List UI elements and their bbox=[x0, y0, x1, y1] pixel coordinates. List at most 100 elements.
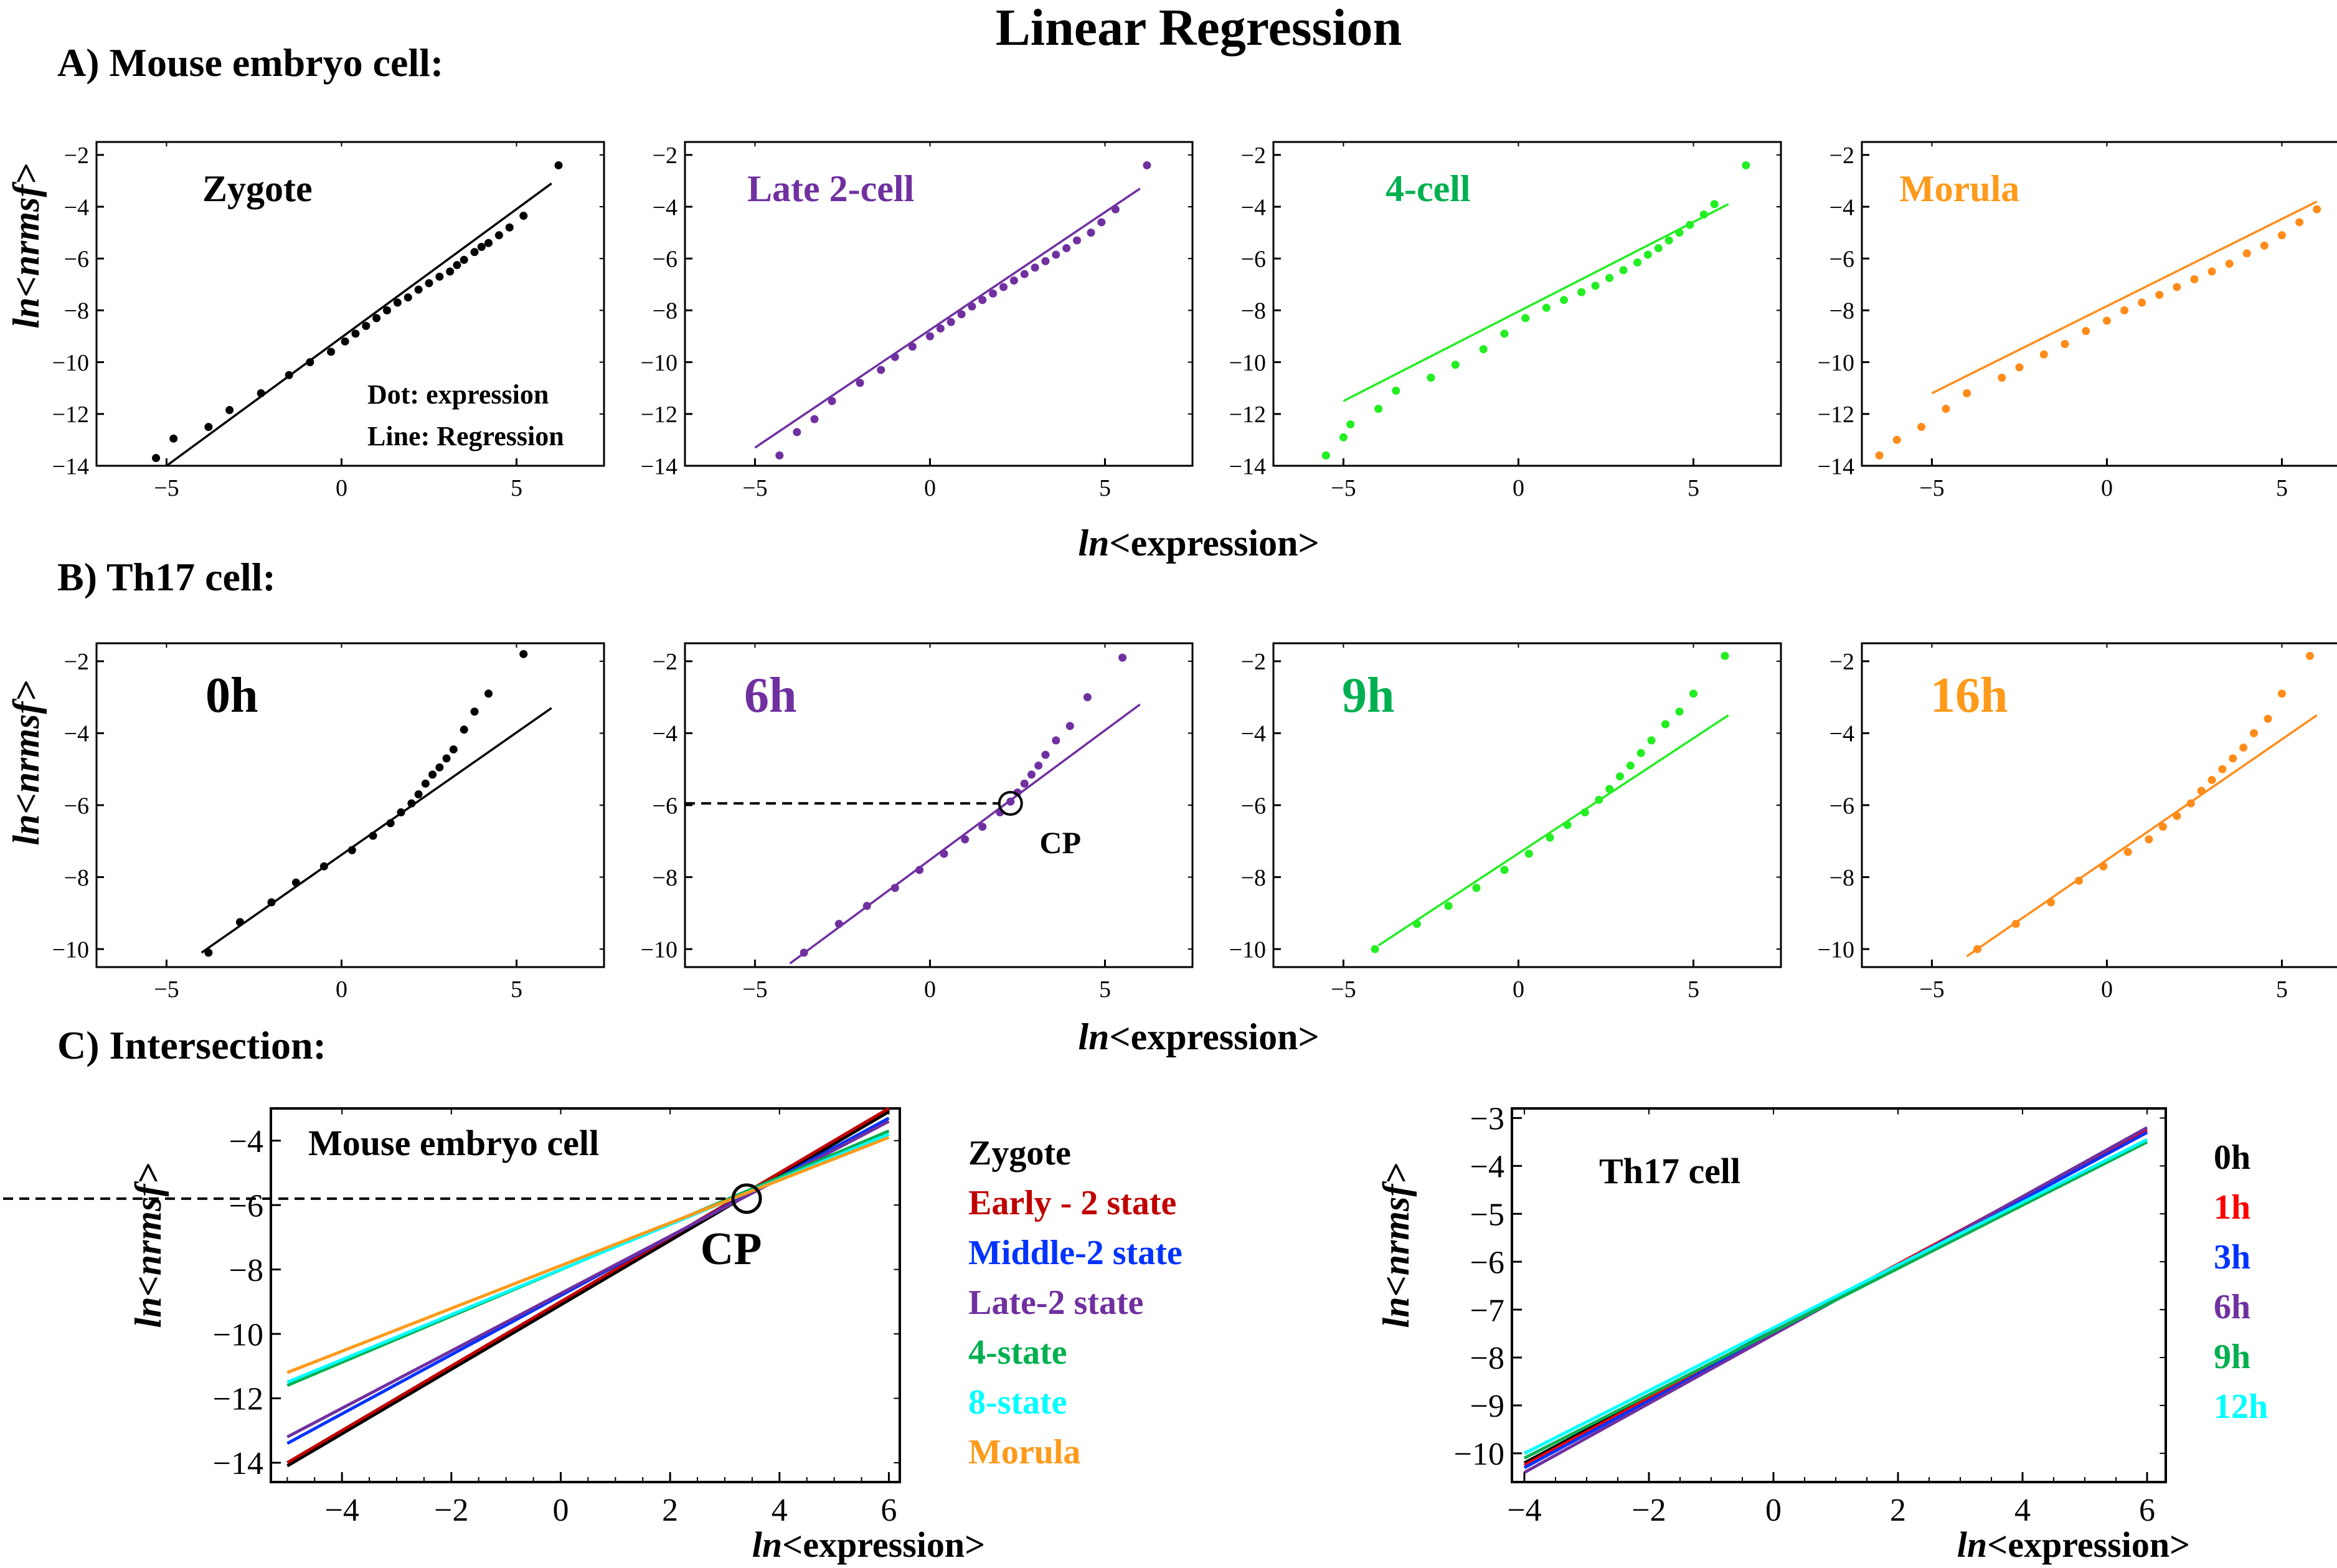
data-point bbox=[1619, 266, 1628, 275]
section-b-heading: B) Th17 cell: bbox=[57, 555, 276, 599]
data-point bbox=[386, 819, 395, 828]
data-point bbox=[435, 272, 444, 281]
figure-title: Linear Regression bbox=[996, 0, 1402, 57]
data-point bbox=[1560, 296, 1569, 305]
x-tick-label: −5 bbox=[154, 475, 179, 501]
legend-entry: Zygote bbox=[968, 1134, 1071, 1173]
data-point bbox=[267, 898, 276, 907]
y-tick-label: −6 bbox=[1470, 1245, 1504, 1280]
data-point bbox=[1699, 210, 1708, 219]
legend-entry: 0h bbox=[2214, 1138, 2250, 1177]
data-point bbox=[1661, 720, 1670, 729]
y-tick-label: −8 bbox=[1829, 298, 1854, 324]
data-point bbox=[877, 366, 885, 374]
x-tick-label: −5 bbox=[154, 976, 179, 1003]
regression-line bbox=[1931, 201, 2318, 395]
panel-c2: −4 −2 0 2 4 6 −10 −9 −8 −7 −6 −5 −4 −3 Th17 cell bbox=[1454, 1102, 2167, 1528]
data-point bbox=[961, 835, 970, 844]
data-point bbox=[978, 823, 987, 831]
data-point bbox=[1546, 833, 1554, 842]
plot-frame bbox=[95, 141, 605, 467]
data-point bbox=[1563, 821, 1572, 829]
data-point bbox=[1009, 276, 1018, 285]
y-tick-label: −8 bbox=[653, 298, 677, 324]
data-point bbox=[494, 231, 503, 240]
legend-entry: 3h bbox=[2214, 1238, 2250, 1277]
plot-frame bbox=[684, 141, 1194, 467]
data-point bbox=[341, 337, 349, 346]
y-tick-label: −12 bbox=[641, 402, 677, 428]
data-point bbox=[1675, 707, 1684, 716]
series-line bbox=[286, 1107, 890, 1465]
data-point bbox=[1020, 270, 1029, 278]
x-tick-label: 2 bbox=[662, 1493, 678, 1528]
data-point bbox=[1371, 945, 1379, 953]
data-point bbox=[1041, 750, 1050, 759]
x-tick-label: −2 bbox=[434, 1493, 468, 1528]
cp-marker bbox=[998, 791, 1023, 816]
data-point bbox=[2218, 765, 2227, 773]
legend-entry: Morula bbox=[968, 1433, 1080, 1471]
data-point bbox=[393, 298, 402, 307]
y-tick-label: −8 bbox=[64, 298, 89, 324]
data-point bbox=[2242, 249, 2251, 258]
data-point bbox=[204, 423, 213, 432]
y-tick-label: −2 bbox=[1829, 143, 1854, 169]
data-point bbox=[2039, 350, 2048, 359]
data-point bbox=[1339, 433, 1348, 442]
data-point bbox=[1006, 797, 1015, 806]
data-point bbox=[460, 725, 468, 734]
data-point bbox=[2305, 651, 2314, 660]
x-tick-label: 2 bbox=[1890, 1493, 1906, 1528]
x-tick-label: 5 bbox=[1099, 976, 1111, 1003]
data-point bbox=[204, 948, 213, 957]
x-tick-label: 0 bbox=[1765, 1493, 1782, 1528]
x-tick-label: −5 bbox=[742, 976, 767, 1003]
legend-entry: Late-2 state bbox=[968, 1283, 1143, 1322]
x-tick-label: 5 bbox=[1688, 475, 1699, 501]
y-tick-label: −6 bbox=[653, 793, 677, 819]
data-point bbox=[1664, 236, 1673, 245]
data-point bbox=[2145, 835, 2153, 844]
y-tick-label: −10 bbox=[1818, 350, 1854, 376]
data-point bbox=[442, 754, 451, 763]
y-tick-label: −8 bbox=[229, 1253, 263, 1288]
data-point bbox=[890, 352, 899, 361]
data-point bbox=[449, 745, 458, 753]
data-point bbox=[2102, 316, 2111, 325]
series-line bbox=[286, 1110, 890, 1468]
data-point bbox=[554, 161, 563, 169]
y-tick-label: −6 bbox=[1829, 793, 1854, 819]
x-tick-label: 0 bbox=[1513, 475, 1524, 501]
data-point bbox=[1605, 273, 1614, 282]
data-point bbox=[856, 379, 864, 387]
data-point bbox=[1500, 329, 1509, 338]
x-tick-label: 6 bbox=[881, 1493, 897, 1528]
y-tick-label: −14 bbox=[641, 453, 677, 479]
series-line bbox=[1523, 1138, 2148, 1455]
data-point bbox=[1062, 244, 1071, 253]
panel-title: 16h bbox=[1930, 668, 2008, 723]
plot-frame bbox=[270, 1107, 901, 1483]
y-tick-label: −10 bbox=[1229, 937, 1266, 963]
x-tick-label: 5 bbox=[1688, 976, 1699, 1003]
data-point bbox=[2099, 862, 2108, 871]
data-point bbox=[2277, 689, 2286, 698]
data-point bbox=[2229, 754, 2237, 763]
row-b-x-axis-label: ln<expression> bbox=[1078, 1016, 1319, 1057]
data-point bbox=[404, 293, 412, 302]
data-point bbox=[397, 808, 405, 817]
cp-label: CP bbox=[701, 1224, 762, 1275]
data-point bbox=[1643, 250, 1652, 259]
legend-entry: 8-state bbox=[968, 1383, 1067, 1422]
data-point bbox=[2295, 218, 2304, 227]
y-tick-label: −14 bbox=[52, 453, 89, 479]
data-point bbox=[1875, 451, 1884, 460]
y-tick-label: −4 bbox=[653, 194, 677, 220]
data-point bbox=[428, 770, 437, 779]
data-point bbox=[2264, 714, 2272, 723]
regression-line bbox=[1966, 714, 2318, 958]
data-point bbox=[2074, 876, 2083, 885]
legend-entry: 9h bbox=[2214, 1338, 2250, 1376]
data-point bbox=[1065, 722, 1074, 730]
